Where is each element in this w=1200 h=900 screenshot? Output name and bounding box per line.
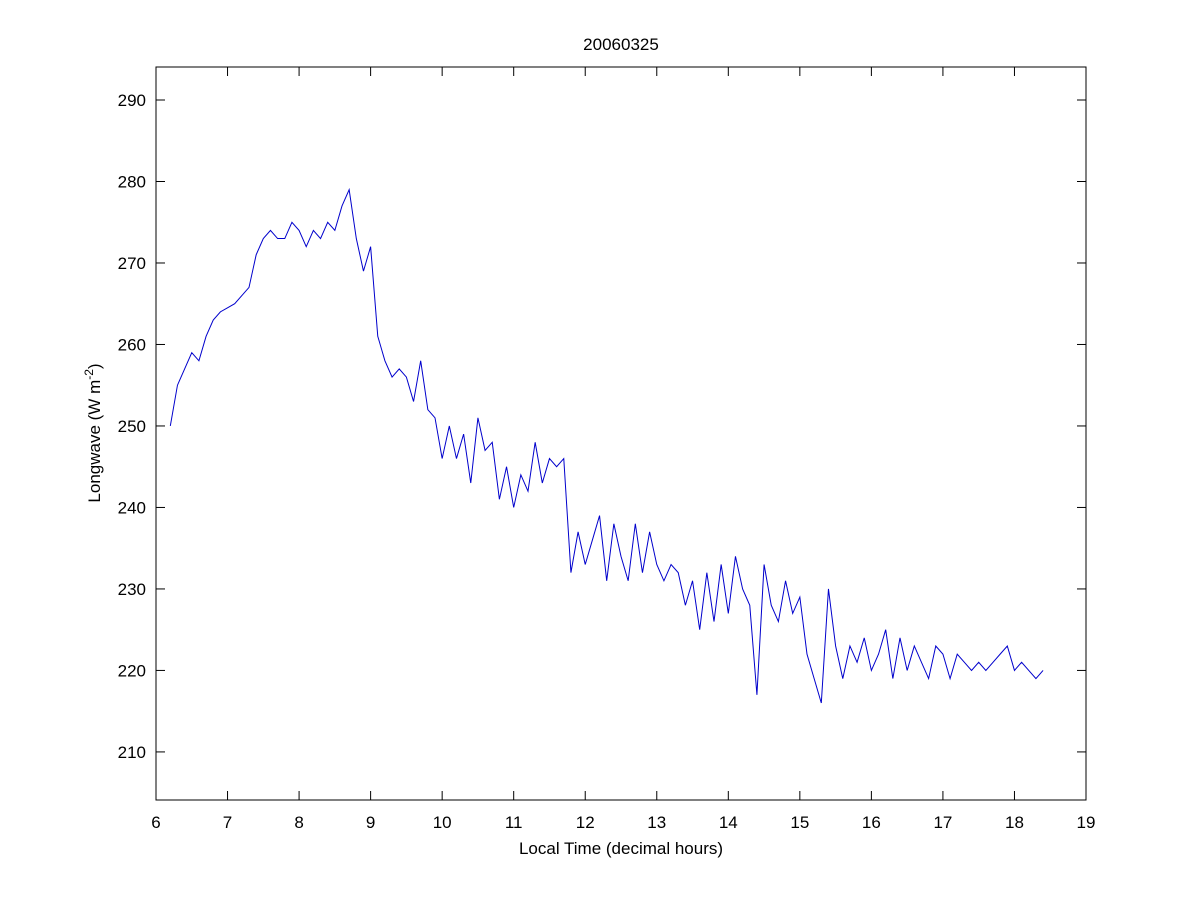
y-tick-label: 270 [118,254,146,273]
x-tick-label: 18 [1005,813,1024,832]
y-tick-label: 290 [118,91,146,110]
y-tick-label: 230 [118,580,146,599]
y-tick-label: 240 [118,498,146,517]
y-axis-label-end: ) [85,363,104,369]
x-tick-label: 10 [433,813,452,832]
x-tick-label: 9 [366,813,375,832]
x-tick-label: 7 [223,813,232,832]
x-tick-label: 15 [790,813,809,832]
x-axis-label: Local Time (decimal hours) [519,839,723,858]
y-axis-label: Longwave (W m-2) [82,363,104,502]
y-tick-label: 260 [118,335,146,354]
x-tick-label: 14 [719,813,738,832]
chart-title: 20060325 [583,35,659,54]
y-axis-label-text: Longwave (W m [85,380,104,503]
data-line [169,187,1044,704]
y-tick-label: 250 [118,417,146,436]
x-tick-label: 16 [862,813,881,832]
y-tick-label: 210 [118,743,146,762]
x-tick-label: 17 [933,813,952,832]
x-tick-label: 6 [151,813,160,832]
x-tick-label: 12 [576,813,595,832]
y-tick-label: 220 [118,661,146,680]
y-tick-label: 280 [118,172,146,191]
y-axis-label-sup: -2 [82,369,96,380]
x-tick-label: 19 [1077,813,1096,832]
x-tick-label: 11 [505,813,523,832]
x-tick-label: 13 [647,813,666,832]
x-tick-label: 8 [294,813,303,832]
plot-area [155,66,1087,801]
